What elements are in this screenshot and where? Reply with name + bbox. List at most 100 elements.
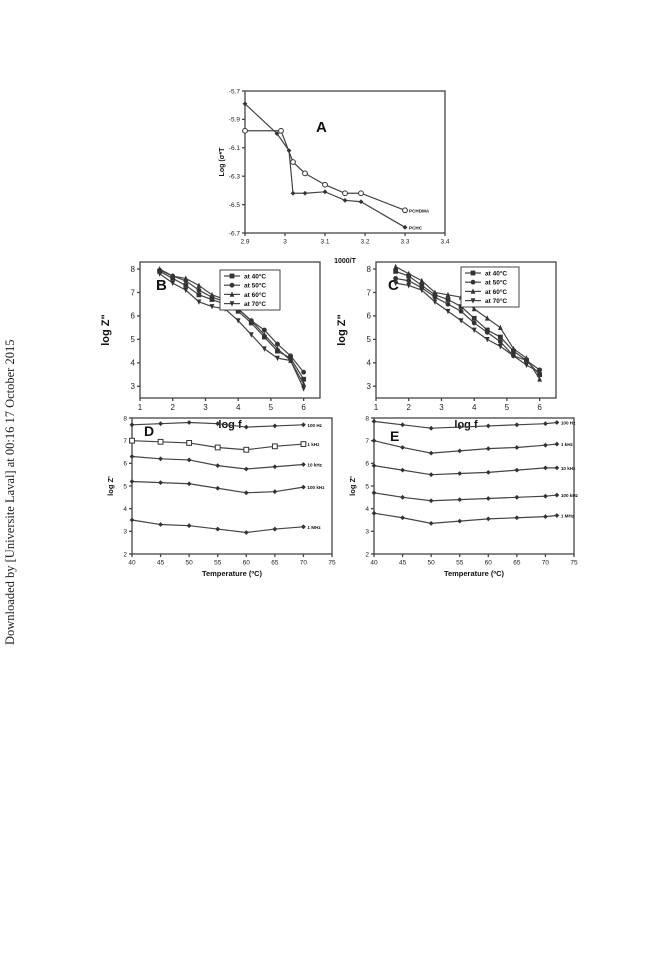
data-point <box>183 283 189 288</box>
x-tick-label: 6 <box>537 403 542 412</box>
data-point <box>261 327 267 333</box>
data-point <box>243 446 250 453</box>
series-100-hz: 100 Hz <box>129 420 323 430</box>
series-100-khz: 100 kHz <box>129 479 325 496</box>
x-tick-label: 40 <box>128 560 136 567</box>
series-end-label: 100 Hz <box>561 421 576 426</box>
data-point <box>129 454 135 459</box>
x-tick-label: 1 <box>374 403 379 412</box>
x-axis-label: 1000/T <box>334 258 357 265</box>
x-tick-label: 4 <box>472 403 477 412</box>
panel-label: A <box>316 119 327 136</box>
x-axis: 40 45 50 55 60 65 70 75 <box>370 554 578 567</box>
y-tick-label: 2 <box>365 551 369 558</box>
data-point <box>300 441 307 447</box>
plot-frame <box>244 90 446 234</box>
series-line <box>395 282 540 373</box>
legend-label: at 60°C <box>485 288 507 296</box>
data-point <box>158 522 163 527</box>
data-point <box>301 524 306 530</box>
y-tick-label: 5 <box>123 483 127 490</box>
x-tick-label: 50 <box>428 560 436 567</box>
data-point <box>554 513 560 518</box>
data-point <box>457 448 463 454</box>
legend-label: at 40°C <box>485 269 507 277</box>
data-point <box>248 317 254 324</box>
data-point <box>290 190 296 196</box>
y-tick-label: 8 <box>367 265 372 274</box>
x-tick-label: 70 <box>300 560 308 567</box>
data-point <box>158 480 163 485</box>
data-point <box>458 318 464 324</box>
x-axis-label: Temperature (ºC) <box>202 569 263 578</box>
data-point <box>272 464 278 470</box>
y-tick-label: 3 <box>131 382 136 391</box>
data-point <box>514 494 520 500</box>
data-point <box>406 283 412 289</box>
x-tick-label: 60 <box>485 560 493 567</box>
legend-marker <box>470 270 476 276</box>
x-tick-label: 55 <box>214 560 222 567</box>
y-axis-label: log Z" <box>100 314 112 346</box>
data-point <box>497 324 503 331</box>
series-end-label: 100 kHz <box>307 485 325 490</box>
data-point <box>243 490 249 496</box>
legend: at 40°C at 50°Cat 60°Cat 70°C <box>219 269 281 311</box>
x-tick-label: 65 <box>513 560 521 567</box>
data-point <box>170 273 176 279</box>
y-tick-label: 8 <box>123 415 127 422</box>
legend-item: at 40°C <box>465 269 507 277</box>
data-point <box>393 268 399 274</box>
legend-marker <box>229 282 235 288</box>
series-line <box>159 273 305 389</box>
y-tick-label: -5.9 <box>229 117 241 124</box>
data-point <box>514 515 520 521</box>
data-point <box>158 421 163 427</box>
data-point <box>402 207 408 214</box>
data-point <box>402 224 408 230</box>
y-axis: 2 3 4 5 6 7 8 <box>365 415 374 558</box>
data-point <box>275 341 280 347</box>
data-point <box>457 497 463 502</box>
data-point <box>543 514 548 519</box>
data-point <box>400 515 405 521</box>
x-tick-label: 60 <box>243 560 251 567</box>
data-point <box>371 419 377 424</box>
series-end-label: PCHDMA <box>409 208 430 213</box>
data-point <box>371 490 377 496</box>
data-point <box>371 463 377 468</box>
y-axis: 3 4 5 6 7 8 <box>367 265 376 391</box>
y-axis-label: log Z' <box>348 476 357 496</box>
data-point <box>157 438 164 445</box>
x-tick-label: 45 <box>399 560 407 567</box>
x-tick-label: 75 <box>328 560 336 567</box>
data-point <box>543 442 548 448</box>
y-tick-label: 6 <box>367 312 372 321</box>
x-axis-label: Temperature (ºC) <box>444 569 505 578</box>
series-line <box>373 465 557 476</box>
series-line <box>245 130 406 211</box>
legend: at 40°C at 50°Cat 60°Cat 70°C <box>460 266 520 308</box>
series-1-khz: 1 kHz <box>129 437 320 453</box>
data-point <box>322 189 328 195</box>
data-point <box>215 421 221 427</box>
legend-label: at 70°C <box>244 300 266 308</box>
data-point <box>196 292 202 298</box>
plot-frame <box>375 261 557 399</box>
y-tick-label: 8 <box>365 415 369 422</box>
data-point <box>400 467 405 473</box>
data-point <box>129 422 135 428</box>
data-point <box>301 376 307 382</box>
data-point <box>543 493 548 499</box>
legend-marker <box>470 279 476 285</box>
data-point <box>514 467 520 473</box>
data-point <box>393 276 399 281</box>
x-axis: 2.9 3 3.1 3.2 3.3 3.4 <box>240 233 450 246</box>
data-point <box>371 438 377 444</box>
panel-label: B <box>156 277 167 294</box>
data-point <box>445 308 451 315</box>
data-point <box>514 445 520 450</box>
y-tick-label: -5.7 <box>229 88 241 95</box>
